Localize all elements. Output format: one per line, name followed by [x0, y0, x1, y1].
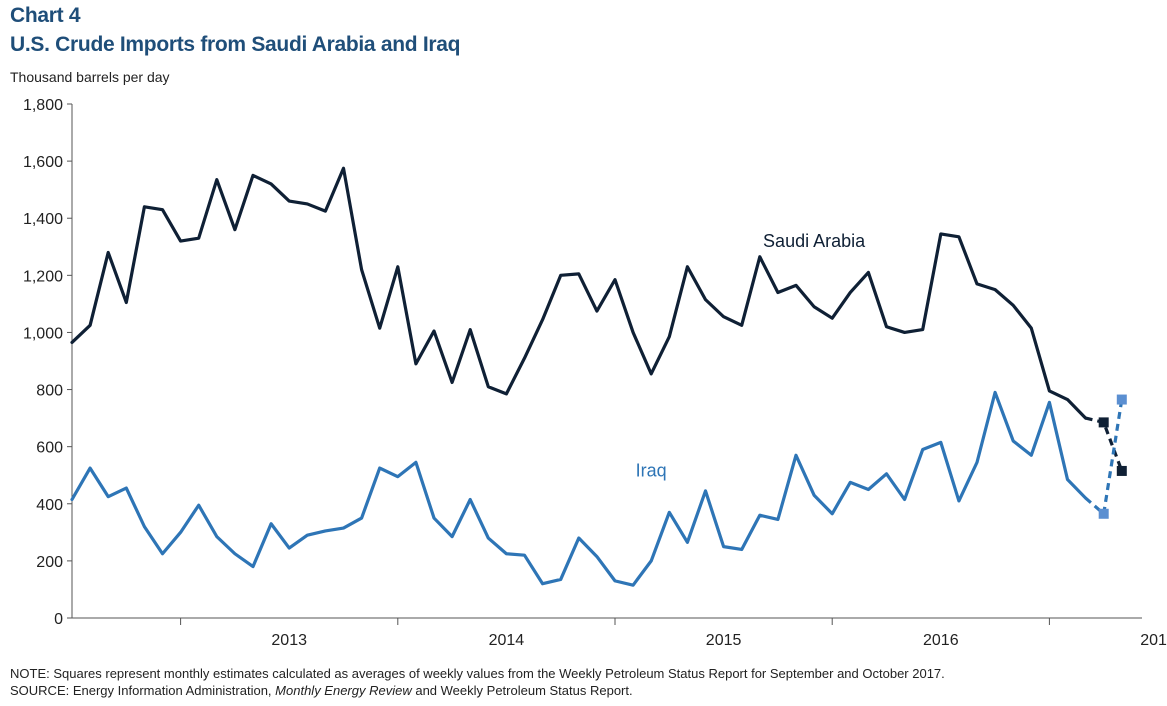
y-tick-label: 1,600	[23, 154, 63, 171]
y-tick-label: 400	[36, 497, 63, 514]
chart-annotations: Saudi Arabia Iraq	[636, 231, 866, 481]
source-text: SOURCE: Energy Information Administratio…	[10, 682, 945, 699]
source-prefix: SOURCE: Energy Information Administratio…	[10, 683, 276, 698]
source-italic: Monthly Energy Review	[275, 683, 412, 698]
series-label: Iraq	[636, 461, 667, 481]
series-estimate-line-iraq	[1084, 399, 1124, 517]
x-tick-label: 2013	[271, 632, 307, 649]
series-line-iraq	[70, 390, 1088, 587]
note-text: NOTE: Squares represent monthly estimate…	[10, 666, 945, 681]
y-axis-unit-label: Thousand barrels per day	[10, 69, 170, 85]
series-line-saudi-arabia	[70, 166, 1088, 420]
chart-ticks: 0 200 400 600 800 1,000 1,200 1,400 1,600 1,800 20…	[23, 97, 1167, 649]
y-tick-label: 600	[36, 440, 63, 457]
estimate-marker	[1116, 465, 1127, 476]
y-tick-label: 800	[36, 383, 63, 400]
estimate-marker	[1098, 417, 1109, 428]
chart-estimate-markers	[1098, 394, 1127, 519]
chart-number: Chart 4	[10, 4, 81, 27]
series-label: Saudi Arabia	[763, 231, 866, 251]
x-tick-label: 2015	[706, 632, 742, 649]
source-suffix: and Weekly Petroleum Status Report.	[411, 683, 633, 698]
footnotes: NOTE: Squares represent monthly estimate…	[10, 665, 945, 699]
y-tick-label: 1,200	[23, 268, 63, 285]
y-tick-label: 1,400	[23, 211, 63, 228]
y-tick-label: 200	[36, 554, 63, 571]
x-tick-label: 2014	[489, 632, 525, 649]
y-tick-label: 0	[54, 611, 63, 628]
y-tick-label: 1,000	[23, 325, 63, 342]
chart-axes	[71, 104, 1142, 619]
x-tick-label: 2017	[1140, 632, 1167, 649]
x-tick-label: 2016	[923, 632, 959, 649]
chart-series	[70, 166, 1124, 587]
y-tick-label: 1,800	[23, 97, 63, 114]
estimate-marker	[1098, 508, 1109, 519]
chart-title: U.S. Crude Imports from Saudi Arabia and…	[10, 33, 461, 56]
estimate-marker	[1116, 394, 1127, 405]
